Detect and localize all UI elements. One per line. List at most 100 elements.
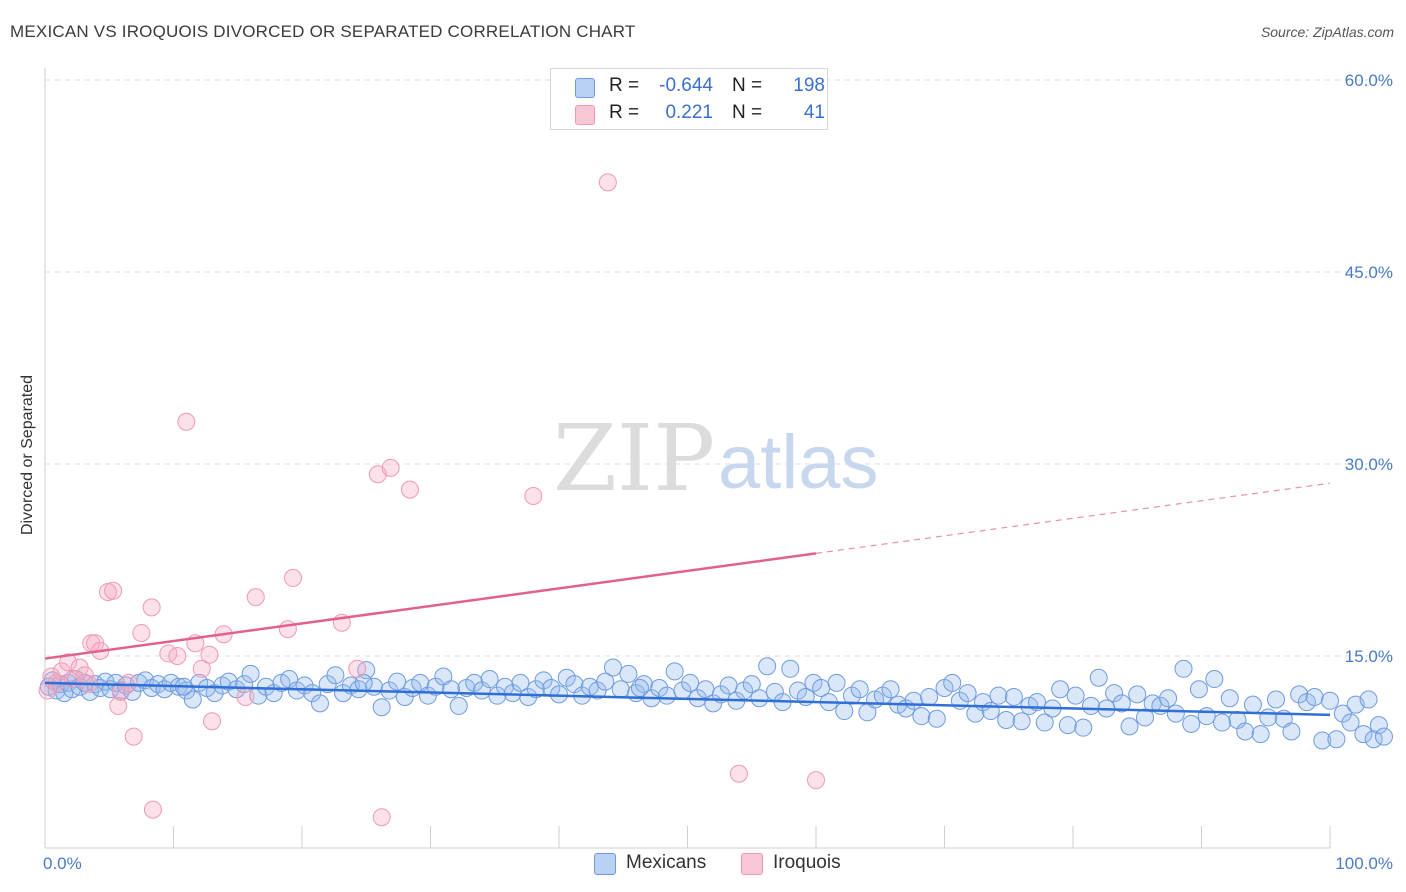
r-label: R = xyxy=(609,75,640,96)
mexicans-point xyxy=(1243,695,1262,714)
mexicans-point xyxy=(326,666,345,685)
iroquois-point xyxy=(119,673,138,692)
mexicans-point xyxy=(630,679,649,697)
n-label: N = xyxy=(732,102,763,123)
n-label: N = xyxy=(732,75,763,96)
mexicans-point xyxy=(310,694,329,713)
mexicans-point xyxy=(1004,687,1023,706)
mexicans-point xyxy=(426,677,445,696)
mexicans-point xyxy=(619,664,638,683)
mexicans-point xyxy=(1359,690,1378,709)
mexicans-point xyxy=(1341,713,1360,732)
mexicans-point xyxy=(1364,730,1383,749)
mexicans-point xyxy=(1197,707,1216,726)
iroquois-point xyxy=(177,412,196,431)
iroquois-point xyxy=(192,659,211,678)
mexicans-point xyxy=(1213,713,1232,732)
mexicans-trend-line xyxy=(44,681,1331,717)
mexicans-point xyxy=(1374,727,1393,746)
mexicans-point xyxy=(1135,708,1154,727)
mexicans-point xyxy=(241,664,260,683)
y-tick-label: 60.0% xyxy=(1345,71,1393,90)
iroquois-trend-line-extension xyxy=(815,482,1331,554)
iroquois-point xyxy=(142,598,161,617)
mexicans-point xyxy=(904,691,923,710)
mexicans-point xyxy=(650,679,669,697)
mexicans-point xyxy=(257,677,276,696)
iroquois-point xyxy=(372,808,391,827)
mexicans-point xyxy=(1313,731,1332,750)
mexicans-point xyxy=(557,668,576,687)
mexicans-point xyxy=(334,684,353,703)
mexicans-point xyxy=(183,690,202,709)
n-value: 198 xyxy=(793,75,825,96)
mexicans-point xyxy=(1051,680,1070,699)
iroquois-legend-swatch xyxy=(741,853,763,875)
mexicans-point xyxy=(1205,670,1224,689)
mexicans-point xyxy=(943,673,962,692)
mexicans-point xyxy=(835,702,854,721)
axes xyxy=(44,68,1331,849)
iroquois-trend-line xyxy=(44,552,817,660)
iroquois-legend-label: Iroquois xyxy=(773,852,841,873)
iroquois-point xyxy=(598,173,617,192)
iroquois-point xyxy=(203,712,222,731)
watermark-zip: ZIP xyxy=(553,405,715,512)
mexicans-point xyxy=(465,673,484,692)
iroquois-point xyxy=(807,771,825,790)
correlation-legend: R = -0.644 N = 198 R = 0.221 N = 41 xyxy=(550,68,828,130)
mexicans-point xyxy=(1282,722,1301,741)
r-label: R = xyxy=(609,102,640,123)
mexicans-legend-swatch xyxy=(594,853,616,875)
iroquois-point xyxy=(524,487,543,505)
iroquois-point xyxy=(104,581,123,600)
mexicans-point xyxy=(657,686,676,705)
mexicans-point xyxy=(1259,708,1278,727)
mexicans-point xyxy=(603,658,622,677)
mexicans-point xyxy=(442,680,461,699)
mexicans-point xyxy=(449,696,468,715)
mexicans-point xyxy=(1035,713,1054,732)
mexicans-point xyxy=(480,670,499,689)
iroquois-point xyxy=(200,645,219,664)
mexicans-point xyxy=(1166,704,1185,723)
mexicans-point xyxy=(958,684,977,703)
mexicans-point xyxy=(719,676,738,695)
iroquois-point xyxy=(109,696,128,715)
mexicans-point xyxy=(927,709,946,728)
iroquois-point xyxy=(284,568,303,587)
mexicans-point xyxy=(205,684,224,703)
mexicans-point xyxy=(789,681,808,700)
chart-title: MEXICAN VS IROQUOIS DIVORCED OR SEPARATE… xyxy=(10,22,636,41)
iroquois-swatch xyxy=(575,105,595,125)
mexicans-point xyxy=(1120,717,1139,736)
mexicans-point xyxy=(750,689,769,708)
mexicans-point xyxy=(850,680,869,699)
mexicans-point xyxy=(511,673,530,692)
mexicans-point xyxy=(912,707,931,726)
r-value: -0.644 xyxy=(659,75,713,96)
mexicans-point xyxy=(1174,659,1193,678)
tick-labels: 15.0% 30.0% 45.0% 60.0% 0.0% 100.0% xyxy=(43,71,1393,873)
mexicans-point xyxy=(1182,714,1201,733)
mexicans-point xyxy=(596,672,615,691)
mexicans-point xyxy=(1220,689,1239,708)
n-value: 41 xyxy=(803,102,825,123)
y-tick-label: 45.0% xyxy=(1345,263,1393,282)
mexicans-point xyxy=(781,659,800,678)
mexicans-point xyxy=(1267,690,1286,709)
watermark-atlas: atlas xyxy=(718,420,879,505)
mexicans-point xyxy=(1290,685,1309,704)
mexicans-point xyxy=(1369,716,1388,735)
mexicans-point xyxy=(1189,680,1208,699)
iroquois-point xyxy=(400,480,419,499)
iroquois-point xyxy=(729,764,748,783)
mexicans-point xyxy=(1066,686,1085,705)
gridlines xyxy=(45,79,1395,657)
trend-lines xyxy=(44,482,1331,717)
mexicans-point xyxy=(534,671,553,690)
mexicans-points xyxy=(39,657,1393,750)
mexicans-point xyxy=(372,698,391,717)
mexicans-point xyxy=(1305,687,1324,706)
